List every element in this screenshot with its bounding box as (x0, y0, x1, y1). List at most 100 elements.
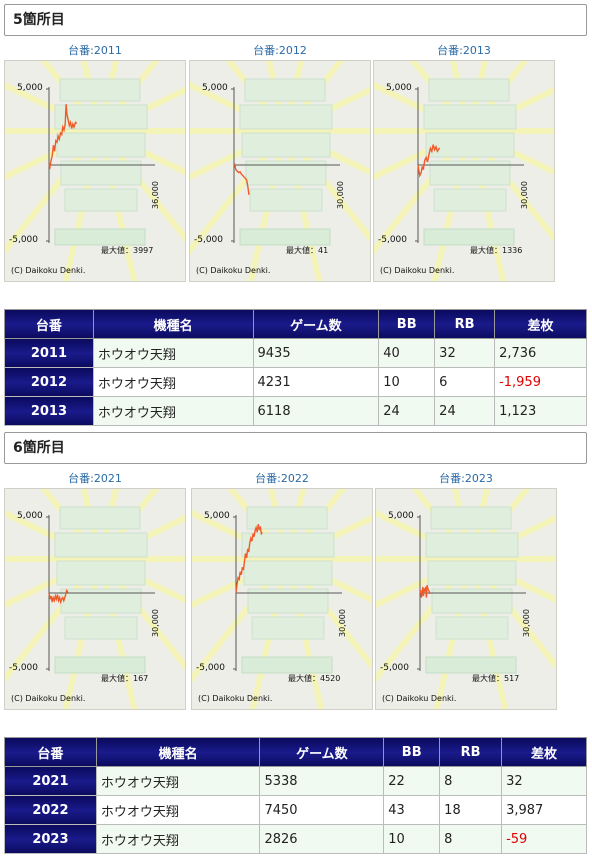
machine-name: ホウオウ天翔 (92, 367, 254, 397)
header-rb: RB (434, 309, 496, 339)
machine-name: ホウオウ天翔 (92, 396, 254, 426)
games-count: 5338 (259, 766, 385, 796)
games-count: 9435 (252, 338, 380, 368)
max-value-label: 最大値：41 (286, 246, 329, 255)
slump-line (235, 524, 263, 594)
machine-name: ホウオウ天翔 (95, 766, 261, 796)
copyright-text: (C) Daikoku Denki. (11, 266, 86, 275)
machine-name: ホウオウ天翔 (95, 824, 261, 854)
slump-line (48, 588, 69, 605)
header-games: ゲーム数 (259, 737, 385, 767)
y-tick-bottom: -5,000 (196, 663, 226, 673)
background-illustration (54, 506, 148, 674)
background-illustration (239, 78, 333, 246)
x-axis-max-label: 30,000 (520, 181, 529, 209)
graph-canvas (192, 489, 372, 709)
table-row: 2011 ホウオウ天翔 9435 40 32 2,736 (4, 338, 587, 368)
machine-name: ホウオウ天翔 (92, 338, 254, 368)
games-count: 6118 (252, 396, 380, 426)
rb-count: 24 (434, 396, 496, 426)
section-title: 6箇所目 (4, 432, 587, 464)
header-machine-number: 台番 (4, 309, 94, 339)
machine-name: ホウオウ天翔 (95, 795, 261, 825)
diff-value: 1,123 (494, 396, 587, 426)
max-value-label: 最大値：167 (101, 674, 149, 683)
slump-line (48, 104, 78, 170)
y-tick-top: 5,000 (388, 511, 414, 521)
slump-line (233, 163, 250, 195)
header-diff: 差枚 (494, 309, 587, 339)
bb-count: 10 (383, 824, 441, 854)
x-axis-max-label: 30,000 (338, 609, 347, 637)
machine-number: 2021 (4, 766, 97, 796)
copyright-text: (C) Daikoku Denki. (11, 694, 86, 703)
y-tick-top: 5,000 (386, 83, 412, 93)
header-diff: 差枚 (501, 737, 587, 767)
graph-canvas (376, 489, 556, 709)
games-count: 7450 (259, 795, 385, 825)
copyright-text: (C) Daikoku Denki. (198, 694, 273, 703)
bb-count: 24 (378, 396, 436, 426)
max-value-label: 最大値：1336 (470, 246, 523, 255)
x-axis-max-label: 30,000 (522, 609, 531, 637)
background-illustration (425, 506, 519, 674)
machine-number: 2022 (4, 795, 97, 825)
games-count: 2826 (259, 824, 385, 854)
max-value-label: 最大値：3997 (101, 246, 154, 255)
graph-canvas (5, 489, 185, 709)
y-tick-top: 5,000 (204, 511, 230, 521)
rb-count: 8 (439, 824, 503, 854)
header-machine-name: 機種名 (95, 737, 261, 767)
header-rb: RB (439, 737, 503, 767)
copyright-text: (C) Daikoku Denki. (382, 694, 457, 703)
y-tick-bottom: -5,000 (9, 663, 39, 673)
slump-graph: 5,000 -5,000 30,000 最大値：517 (C) Daikoku Denk… (375, 488, 557, 710)
bb-count: 40 (378, 338, 436, 368)
graph-title: 台番:2012 (253, 44, 307, 57)
y-tick-top: 5,000 (17, 511, 43, 521)
background-illustration (423, 78, 517, 246)
slump-line (419, 584, 431, 598)
graph-title: 台番:2013 (437, 44, 491, 57)
graph-card: 台番:2012 5,000 -5,000 30,000 最大値：41 (C) Daikok… (189, 44, 371, 282)
machine-number: 2011 (4, 338, 94, 368)
x-axis-max-label: 30,000 (151, 609, 160, 637)
header-bb: BB (383, 737, 441, 767)
section-title: 5箇所目 (4, 4, 587, 36)
header-machine-number: 台番 (4, 737, 97, 767)
graph-card: 台番:2022 5,000 -5,000 30,000 最大値：4520 (C) Daik… (191, 472, 373, 710)
copyright-text: (C) Daikoku Denki. (380, 266, 455, 275)
graph-card: 台番:2013 5,000 -5,000 30,000 最大値：1336 (C) Daik… (373, 44, 555, 282)
table-row: 2012 ホウオウ天翔 4231 10 6 -1,959 (4, 367, 587, 397)
background-illustration (241, 506, 335, 674)
diff-value: 2,736 (494, 338, 587, 368)
graph-card: 台番:2011 5,000 -5,000 36,000 最大値：3997 (C) Daik… (4, 44, 186, 282)
diff-value: 3,987 (501, 795, 587, 825)
graph-card: 台番:2021 5,000 -5,000 30,000 最大値：167 (C) Daiko… (4, 472, 186, 710)
max-value-label: 最大値：4520 (288, 674, 341, 683)
copyright-text: (C) Daikoku Denki. (196, 266, 271, 275)
graph-title: 台番:2022 (255, 472, 309, 485)
slump-graph: 5,000 -5,000 30,000 最大値：41 (C) Daikoku Denki… (189, 60, 371, 282)
graph-title: 台番:2021 (68, 472, 122, 485)
max-value-label: 最大値：517 (472, 674, 520, 683)
data-table: 台番 機種名 ゲーム数 BB RB 差枚 2011 ホウオウ天翔 9435 40… (4, 309, 587, 426)
table-row: 2013 ホウオウ天翔 6118 24 24 1,123 (4, 396, 587, 426)
graph-card: 台番:2023 5,000 -5,000 30,000 最大値：517 (C) Daiko… (375, 472, 557, 710)
rb-count: 6 (434, 367, 496, 397)
header-machine-name: 機種名 (92, 309, 254, 339)
diff-value: -1,959 (494, 367, 587, 397)
graph-title: 台番:2011 (68, 44, 122, 57)
y-tick-bottom: -5,000 (194, 235, 224, 245)
rb-count: 18 (439, 795, 503, 825)
graph-canvas (190, 61, 370, 281)
slump-line (417, 144, 441, 178)
table-row: 2022 ホウオウ天翔 7450 43 18 3,987 (4, 795, 587, 825)
slump-graph: 5,000 -5,000 30,000 最大値：1336 (C) Daikoku Den… (373, 60, 555, 282)
y-tick-bottom: -5,000 (9, 235, 39, 245)
diff-value: -59 (501, 824, 587, 854)
rb-count: 32 (434, 338, 496, 368)
bb-count: 43 (383, 795, 441, 825)
graph-title: 台番:2023 (439, 472, 493, 485)
machine-number: 2023 (4, 824, 97, 854)
